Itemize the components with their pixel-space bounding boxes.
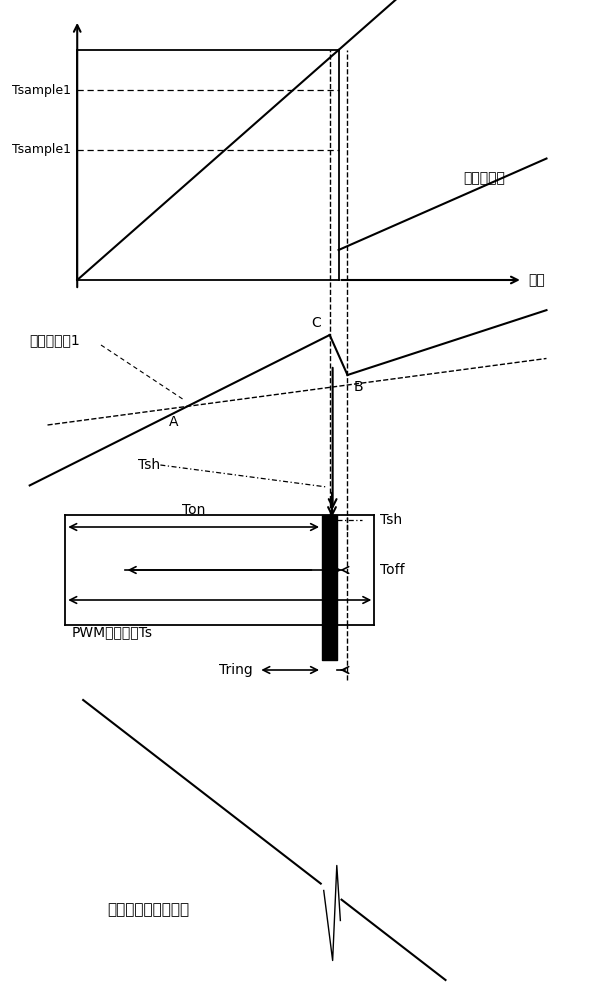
- Text: Tsh: Tsh: [380, 513, 402, 527]
- Text: B: B: [353, 380, 363, 394]
- Text: A: A: [169, 415, 178, 429]
- Text: 电流瞬时倃1: 电流瞬时倃1: [30, 333, 80, 347]
- Text: Toff: Toff: [380, 563, 405, 577]
- Text: Tsample1: Tsample1: [12, 84, 71, 97]
- Text: Ton: Ton: [182, 503, 206, 517]
- Text: Tsh: Tsh: [138, 458, 160, 472]
- Text: 时间: 时间: [529, 273, 545, 287]
- Text: PWM周期时间Ts: PWM周期时间Ts: [71, 625, 152, 639]
- Text: Tring: Tring: [219, 663, 252, 677]
- Text: 实际电流瞬时値波形: 实际电流瞬时値波形: [107, 902, 189, 918]
- Text: 电流平均値: 电流平均値: [463, 171, 505, 185]
- Text: Tsample1: Tsample1: [12, 143, 71, 156]
- Text: C: C: [311, 316, 321, 330]
